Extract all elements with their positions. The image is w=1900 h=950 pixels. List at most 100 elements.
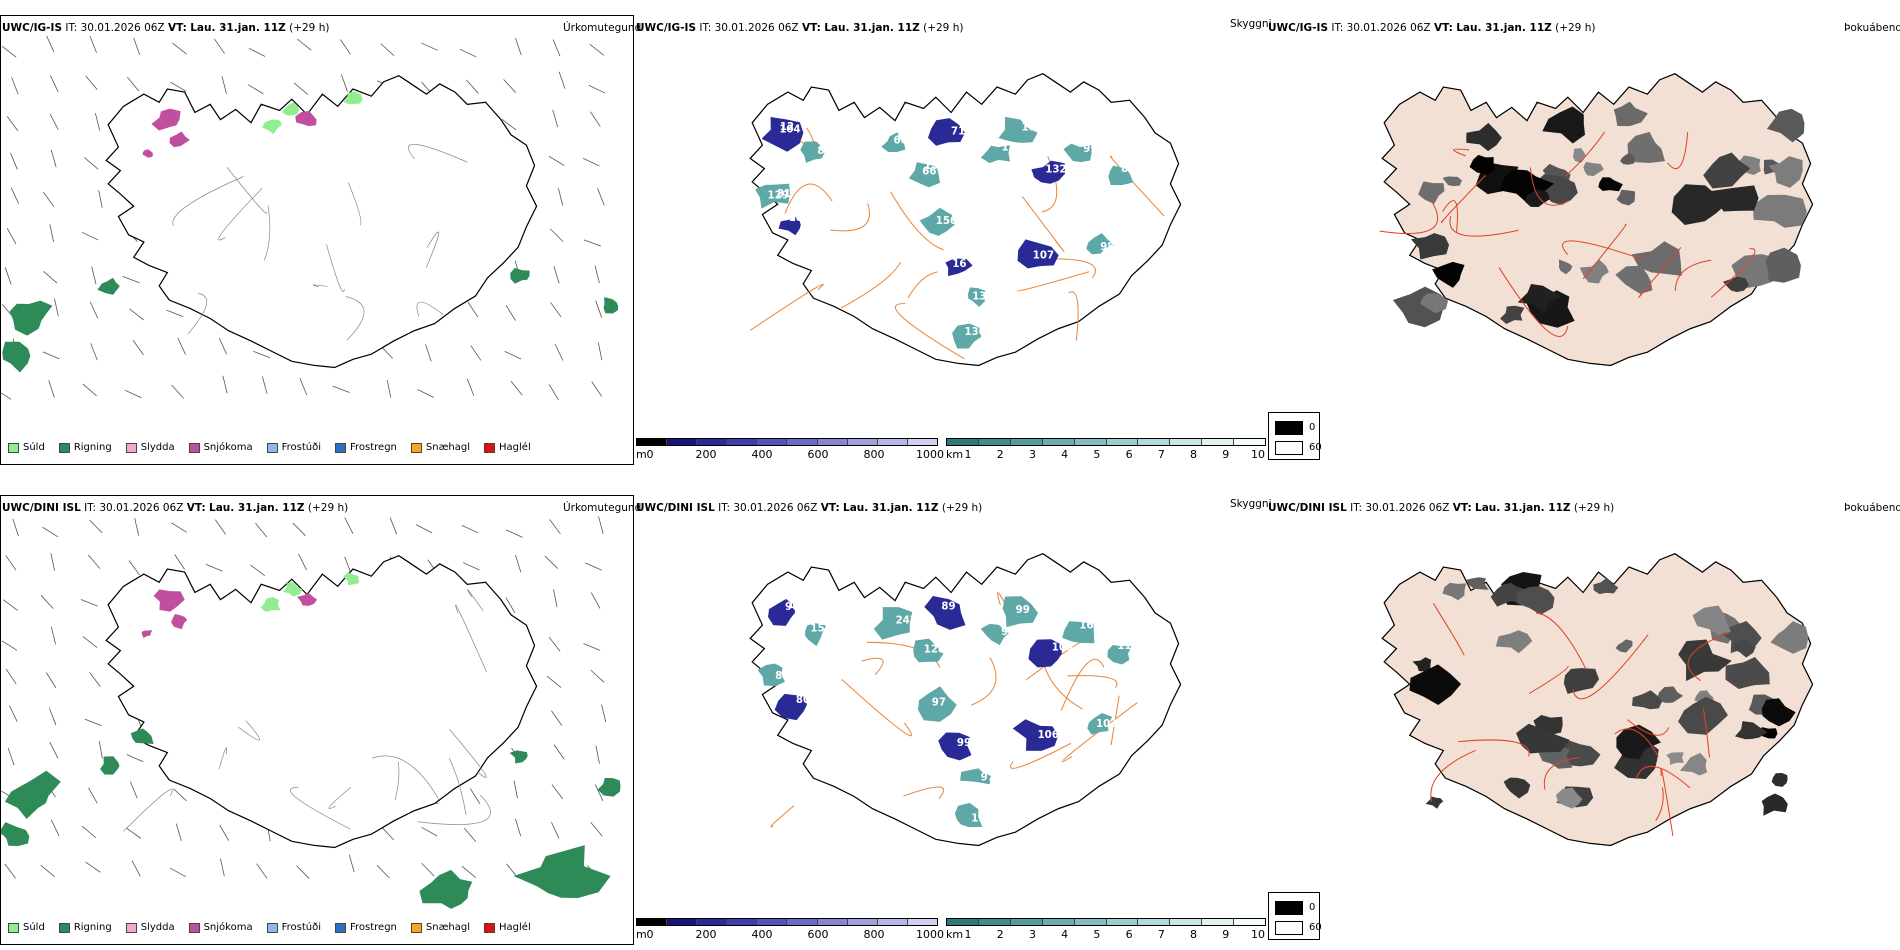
wind-barb (551, 710, 563, 726)
wind-barb (4, 863, 16, 879)
road (1498, 267, 1569, 337)
colorbar-cell (697, 439, 728, 445)
wind-barb (49, 741, 59, 759)
field-area (1516, 586, 1555, 615)
wind-barb (553, 589, 558, 608)
road (1021, 196, 1065, 253)
wind-barb (250, 564, 266, 576)
colorbar-cell (1106, 439, 1139, 445)
wind-barb (589, 43, 605, 56)
wind-barb (5, 555, 17, 571)
wind-barb (94, 112, 101, 131)
colorbar-cell (1170, 919, 1203, 925)
field-area (151, 108, 181, 131)
wind-barb (129, 781, 138, 799)
colorbar-tick-label: 1000 (916, 928, 944, 941)
wind-barb (551, 821, 560, 839)
cloudbase-label: 84 (897, 131, 911, 142)
field-area (1410, 233, 1450, 260)
colorbar-cell (637, 919, 668, 925)
field-area (1761, 793, 1788, 816)
cloudbase-label: 16 (952, 259, 966, 270)
road (1529, 167, 1570, 206)
field-area (1703, 152, 1751, 189)
wind-barb (89, 672, 101, 687)
wind-barb (10, 152, 18, 170)
wind-barb (548, 636, 561, 652)
legend-item: Snæhagl (410, 442, 470, 453)
cloudbase-label: 89 (775, 671, 789, 682)
wind-barb (40, 595, 54, 609)
colorbar-tick-label: 10 (1251, 448, 1265, 461)
cloudbase-label: 159 (924, 161, 945, 172)
model-name: UWC/DINI ISL (2, 502, 81, 514)
wind-barb (125, 827, 142, 839)
field-area (1420, 293, 1449, 314)
wind-barb (80, 599, 98, 607)
coastline (749, 553, 1182, 847)
cloudbase-label: 102 (1021, 123, 1042, 134)
colorbar-cell (1106, 919, 1139, 925)
legend-label: Frostúði (281, 442, 321, 453)
cloudbase-label: 100 (789, 213, 810, 224)
wind-barb (12, 518, 19, 537)
wind-barb (7, 747, 15, 766)
field-area (509, 750, 528, 764)
road (1667, 132, 1689, 170)
field-area (1442, 582, 1467, 601)
field-area (1692, 605, 1731, 635)
visibility-colorbar: km 1 2 3 4 5 6 7 8 9 10 (946, 918, 1266, 942)
colorbar-tick-label: 4 (1061, 448, 1069, 461)
colorbar-cell (1010, 919, 1043, 925)
colorbar-cells (946, 438, 1266, 446)
field-area (873, 607, 913, 640)
colorbar-tick-label: 10 (1251, 928, 1265, 941)
road (1016, 271, 1090, 292)
field-area (262, 119, 283, 134)
wind-barb (131, 860, 141, 877)
cloudbase-label: 12 (780, 122, 794, 133)
field-area (1432, 261, 1465, 288)
wind-barb (256, 863, 268, 879)
road (1430, 749, 1476, 802)
field-area (952, 323, 982, 349)
wind-barb (48, 380, 55, 398)
fog-map (1381, 553, 1814, 847)
wind-barb (595, 300, 603, 318)
cloudbase-label: 66 (922, 166, 936, 177)
field-area (757, 663, 785, 687)
wind-barb (589, 111, 601, 127)
field-area (1632, 690, 1663, 710)
field-area (260, 597, 281, 613)
field-area (1469, 154, 1496, 175)
valid-time-label: VT: (820, 502, 840, 514)
colorbar-tick-label: 1 (964, 448, 972, 461)
legend-label: Rigning (73, 922, 112, 933)
colorbar-tick-label: 7 (1157, 928, 1165, 941)
wind-barb (415, 524, 433, 534)
wind-barb (220, 858, 225, 877)
cloudbase-label: 89 (941, 602, 955, 613)
road (749, 283, 824, 331)
field-area (1107, 645, 1132, 665)
valid-time: Lau. 31.jan. 11Z (824, 22, 920, 34)
wind-barb (43, 191, 55, 207)
colorbar-cell (1234, 919, 1266, 925)
colorbar-tick-label: 8 (1190, 928, 1198, 941)
road (1572, 634, 1649, 700)
colorbar-cell (787, 439, 818, 445)
colorbar-tick-label: 2 (996, 448, 1004, 461)
field-area (1517, 283, 1563, 314)
legend-item: Súld (8, 442, 45, 453)
coastline (1381, 553, 1814, 847)
field-area (1538, 747, 1573, 769)
field-area (881, 132, 906, 152)
wind-barb (170, 81, 187, 92)
legend-swatch (188, 922, 200, 933)
wind-barb (583, 643, 601, 651)
cloudbase-label: 99 (1083, 144, 1097, 155)
colorbar-cell (1138, 439, 1171, 445)
colorbar-unit: km (946, 448, 964, 461)
road (328, 786, 352, 809)
